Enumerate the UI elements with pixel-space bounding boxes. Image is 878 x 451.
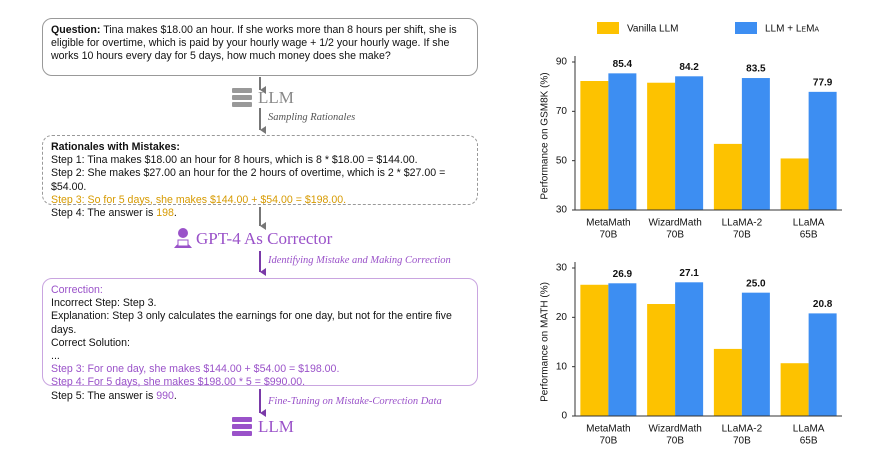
question-label: Question: [51, 24, 101, 36]
bar [675, 282, 704, 416]
bar [675, 76, 704, 210]
data-label: 84.2 [679, 62, 699, 73]
bar [808, 91, 837, 210]
x-tick-label: 70B [733, 436, 751, 447]
y-tick-label: 50 [556, 155, 568, 166]
x-tick-label: 70B [666, 230, 684, 241]
correction-step: Step 3: For one day, she makes $144.00 +… [51, 363, 340, 376]
x-tick-label: 70B [599, 436, 617, 447]
x-tick-label: 70B [666, 436, 684, 447]
x-tick-label: 70B [599, 230, 617, 241]
correction-line: Explanation: Step 3 only calculates the … [51, 310, 452, 336]
x-tick-label: LLaMA [793, 218, 825, 229]
bar [647, 304, 676, 416]
x-tick-label: 65B [800, 230, 818, 241]
y-axis-label: Performance on GSM8K (%) [540, 72, 551, 199]
x-tick-label: 70B [733, 230, 751, 241]
y-tick-label: 90 [556, 57, 568, 68]
answer-prefix: Step 4: The answer is [51, 207, 154, 220]
rationale-step: Step 1: Tina makes $18.00 an hour for 8 … [51, 154, 418, 167]
y-tick-label: 20 [556, 312, 568, 323]
step-label: Sampling Rationales [268, 112, 356, 123]
bar [780, 363, 809, 416]
answer: 990 [156, 389, 174, 402]
x-tick-label: LLaMA [793, 424, 825, 435]
step-label: Identifying Mistake and Making Correctio… [268, 255, 451, 266]
data-label: 26.9 [613, 269, 633, 280]
correction-step: Step 4: For 5 days, she makes $198.00 * … [51, 376, 306, 389]
rationale-answer: Step 4: The answer is 198. [51, 207, 469, 220]
bar [780, 158, 809, 210]
question-text: Tina makes $18.00 an hour. If she works … [51, 24, 457, 63]
bar [608, 73, 637, 210]
x-tick-label: MetaMath [586, 424, 630, 435]
llm-label: LLM [258, 417, 294, 436]
rationales-title: Rationales with Mistakes: [51, 141, 180, 153]
y-tick-label: 0 [561, 411, 567, 422]
data-label: 85.4 [613, 59, 633, 70]
correction-box: Correction: Incorrect Step: Step 3. Expl… [42, 278, 478, 402]
x-tick-label: 65B [800, 436, 818, 447]
correction-title: Correction: [51, 284, 103, 296]
bar [741, 292, 770, 416]
correction-line: Correct Solution: [51, 336, 130, 349]
bar [713, 143, 742, 210]
x-tick-label: WizardMath [648, 218, 701, 229]
legend-swatch [597, 22, 619, 34]
y-tick-label: 10 [556, 361, 568, 372]
bar [580, 284, 609, 416]
data-label: 27.1 [679, 268, 699, 279]
question-box: Question: Tina makes $18.00 an hour. If … [42, 18, 478, 76]
bar [808, 313, 837, 416]
llm-label: LLM [258, 88, 294, 107]
data-label: 77.9 [813, 77, 833, 88]
correction-line: Incorrect Step: Step 3. [51, 297, 157, 310]
y-tick-label: 30 [556, 205, 568, 216]
x-tick-label: LLaMA-2 [722, 218, 763, 229]
rationales-box: Rationales with Mistakes: Step 1: Tina m… [42, 135, 478, 219]
bar [647, 82, 676, 210]
gpt4-icon [174, 228, 192, 248]
correction-line: ... [51, 350, 60, 363]
legend-label: LLM + LeMa [765, 24, 819, 35]
data-label: 25.0 [746, 278, 766, 289]
llm-icon [232, 88, 252, 107]
data-label: 83.5 [746, 64, 766, 75]
legend-label: Vanilla LLM [627, 24, 679, 35]
x-tick-label: MetaMath [586, 218, 630, 229]
rationale-step: Step 3: So for 5 days, she makes $144.00… [51, 193, 347, 206]
answer: 198 [156, 207, 174, 220]
y-tick-label: 30 [556, 263, 568, 274]
y-tick-label: 70 [556, 106, 568, 117]
bar [580, 80, 609, 210]
corrector-label: GPT-4 As Corrector [196, 229, 333, 248]
rationale-step: Step 2: She makes $27.00 an hour for the… [51, 167, 446, 193]
bar [713, 348, 742, 416]
x-tick-label: WizardMath [648, 424, 701, 435]
answer-prefix: Step 5: The answer is [51, 389, 154, 402]
answer-suffix: . [173, 207, 177, 220]
x-tick-label: LLaMA-2 [722, 424, 763, 435]
correction-answer: Step 5: The answer is 990. [51, 390, 469, 403]
llm-icon-tuned [232, 417, 252, 436]
y-axis-label: Performance on MATH (%) [540, 282, 551, 402]
data-label: 20.8 [813, 299, 833, 310]
bar [608, 283, 637, 416]
bar [741, 78, 770, 211]
step-label: Fine-Tuning on Mistake-Correction Data [268, 396, 442, 407]
legend-swatch [735, 22, 757, 34]
answer-suffix: . [173, 389, 177, 402]
